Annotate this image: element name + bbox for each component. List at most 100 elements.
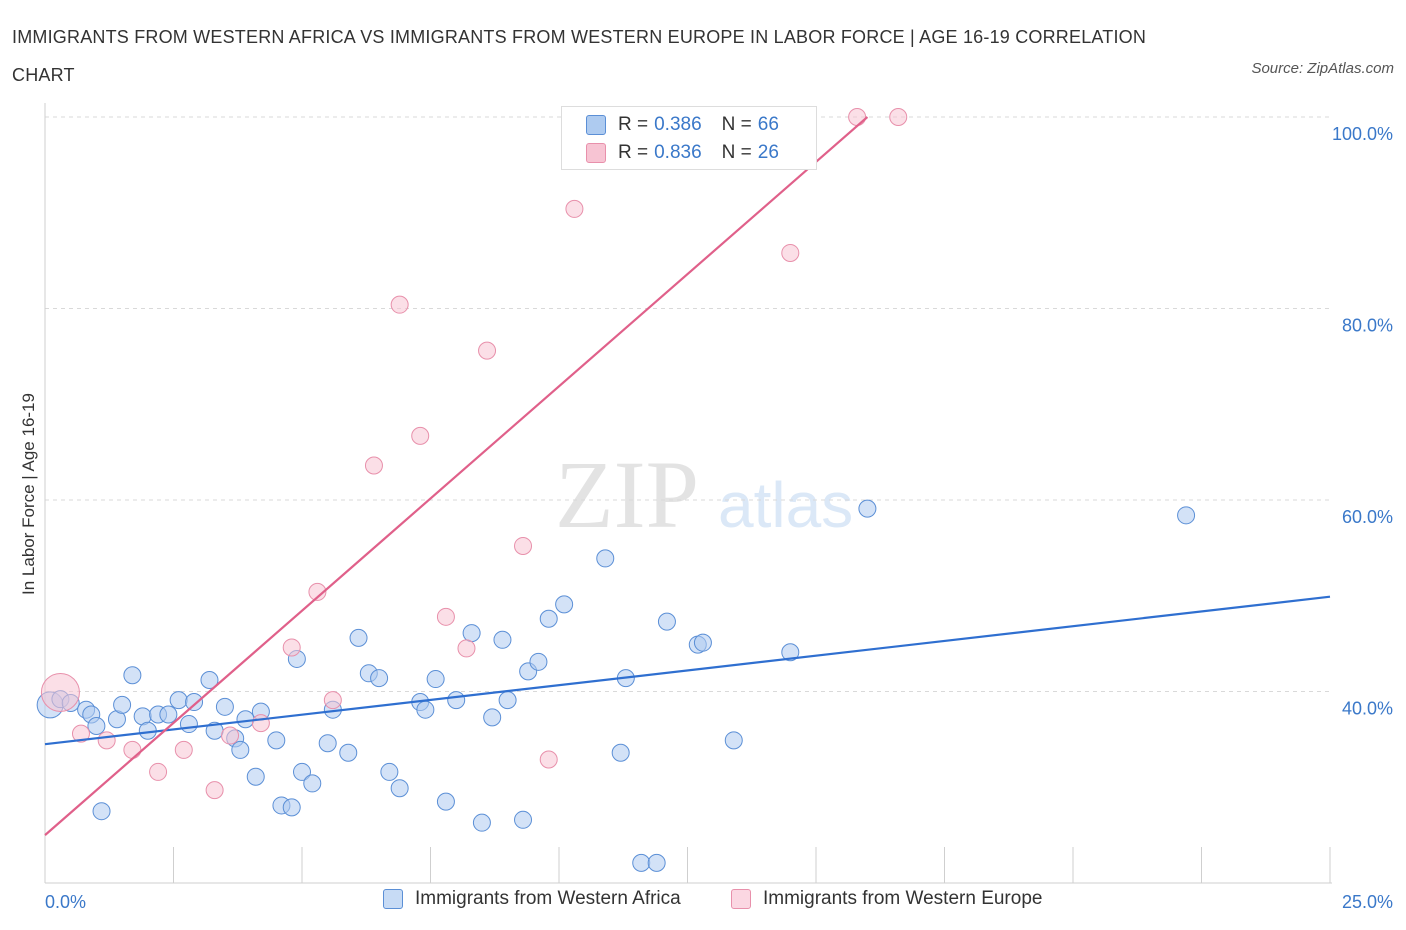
data-point-western-europe: [149, 762, 168, 781]
data-point-western-africa: [781, 643, 800, 662]
x-tick-label: 0.0%: [45, 892, 86, 912]
data-point-western-africa: [462, 624, 481, 643]
data-point-western-africa: [293, 762, 311, 781]
trendline-western-europe: [44, 116, 869, 836]
data-point-western-africa: [267, 731, 286, 750]
data-point-western-africa: [858, 499, 877, 518]
data-point-western-europe: [514, 536, 533, 555]
data-point-western-europe: [565, 199, 584, 218]
legend-bottom: Immigrants from Western Africa Immigrant…: [0, 888, 1406, 916]
data-point-western-europe: [781, 243, 800, 262]
legend-swatch-blue: [586, 115, 606, 135]
watermark-zip: ZIP: [555, 441, 699, 548]
data-point-western-africa: [200, 671, 219, 690]
data-point-western-africa: [215, 697, 234, 716]
data-point-western-europe: [323, 691, 342, 710]
legend-swatch-blue: [383, 889, 403, 909]
data-point-western-africa: [436, 792, 455, 811]
legend-swatch-pink: [731, 889, 751, 909]
series-western-africa: [36, 499, 1196, 872]
legend-swatch-pink: [586, 143, 606, 163]
data-point-western-europe: [308, 582, 327, 601]
legend-n-label: N =: [721, 114, 752, 135]
data-point-western-europe: [221, 726, 240, 745]
data-point-western-africa: [282, 798, 301, 817]
data-point-western-africa: [349, 628, 368, 647]
data-point-western-africa: [539, 609, 558, 628]
data-point-western-africa: [318, 734, 337, 753]
y-tick-label: 100.0%: [1332, 124, 1393, 144]
data-point-western-africa: [246, 767, 265, 786]
legend-r-label: R =: [618, 142, 649, 163]
data-point-western-africa: [87, 716, 106, 735]
gridlines: [45, 116, 1330, 692]
data-point-western-africa: [92, 802, 111, 821]
data-point-western-africa: [483, 708, 502, 727]
chart-title: IMMIGRANTS FROM WESTERN AFRICA VS IMMIGR…: [12, 27, 1147, 85]
data-point-western-europe: [174, 740, 193, 759]
y-axis-title: In Labor Force | Age 16-19: [19, 393, 38, 595]
data-point-western-africa: [632, 853, 651, 872]
data-point-western-europe: [364, 456, 383, 475]
data-point-western-africa: [159, 705, 178, 724]
data-point-western-africa: [447, 691, 466, 710]
legend-r-value: 0.386: [654, 114, 702, 135]
data-point-western-europe: [411, 426, 430, 445]
data-point-western-africa: [1177, 506, 1196, 525]
data-point-western-africa: [370, 669, 389, 688]
y-tick-label: 60.0%: [1342, 507, 1393, 527]
trendline-western-africa: [44, 595, 1331, 746]
data-point-western-africa: [724, 731, 743, 750]
source-label: Source: ZipAtlas.com: [1251, 60, 1394, 77]
data-point-western-europe: [539, 750, 558, 769]
data-point-western-africa: [493, 630, 512, 649]
data-point-western-europe: [40, 672, 80, 712]
data-point-western-africa: [169, 691, 188, 710]
legend-item-western-europe: Immigrants from Western Europe: [731, 888, 1042, 910]
data-point-western-europe: [436, 607, 455, 626]
legend-n-value: 66: [757, 114, 779, 135]
data-point-western-africa: [390, 779, 409, 798]
data-point-western-africa: [185, 693, 204, 712]
trendlines: [44, 116, 1331, 836]
legend-label: Immigrants from Western Africa: [415, 888, 681, 909]
data-point-western-africa: [611, 743, 630, 762]
data-point-western-europe: [71, 724, 90, 743]
data-point-western-africa: [555, 595, 574, 614]
legend-row-western-europe: R = 0.836 N = 26: [586, 141, 779, 165]
data-point-western-europe: [457, 639, 476, 658]
data-point-western-africa: [236, 710, 255, 729]
data-point-western-europe: [889, 108, 908, 126]
data-point-western-europe: [123, 740, 142, 759]
data-point-western-africa: [529, 652, 548, 671]
x-tick-label: 25.0%: [1342, 892, 1393, 912]
data-point-western-europe: [251, 714, 270, 733]
data-point-western-africa: [113, 695, 132, 714]
legend-n-label: N =: [721, 142, 752, 163]
y-tick-label: 80.0%: [1342, 316, 1393, 336]
data-point-western-africa: [514, 810, 533, 829]
legend-label: Immigrants from Western Europe: [763, 888, 1043, 909]
data-point-western-africa: [123, 666, 142, 685]
data-point-western-africa: [472, 813, 491, 832]
data-point-western-africa: [339, 743, 358, 762]
data-point-western-africa: [303, 774, 322, 793]
data-point-western-africa: [426, 670, 445, 689]
data-point-western-europe: [97, 731, 116, 750]
data-point-western-europe: [478, 341, 497, 360]
legend-item-western-africa: Immigrants from Western Africa: [383, 888, 681, 910]
y-tick-label: 40.0%: [1342, 699, 1393, 719]
data-point-western-africa: [179, 715, 198, 734]
legend-r-value: 0.836: [654, 142, 702, 163]
legend-r-label: R =: [618, 114, 649, 135]
data-point-western-europe: [390, 295, 409, 314]
legend-n-value: 26: [757, 142, 779, 163]
data-point-western-africa: [693, 633, 712, 652]
data-point-western-africa: [231, 740, 250, 759]
data-point-western-europe: [282, 638, 301, 657]
data-point-western-africa: [416, 700, 435, 719]
data-point-western-africa: [380, 762, 399, 781]
data-point-western-europe: [205, 781, 224, 800]
tick-labels: 40.0% 60.0% 80.0% 100.0% 0.0% 25.0%: [45, 124, 1393, 912]
